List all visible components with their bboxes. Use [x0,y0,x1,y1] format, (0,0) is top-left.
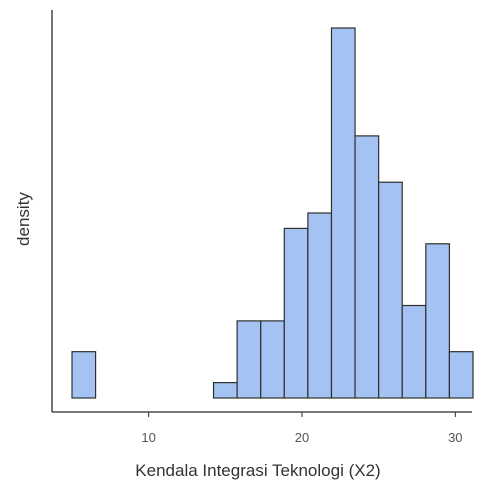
histogram-bar-14 [378,181,403,399]
histogram-bars [71,27,474,399]
x-tick-label-10: 10 [141,430,155,445]
y-axis-title: density [14,192,33,246]
histogram-bar-1 [71,351,97,399]
histogram-bar-13 [354,135,380,399]
x-axis-ticks: 10 20 30 [141,412,463,445]
histogram-bar-10 [283,227,309,399]
x-tick-label-20: 20 [295,430,309,445]
histogram-bar-16 [425,243,451,399]
x-axis-title: Kendala Integrasi Teknologi (X2) [135,461,380,480]
histogram-bar-12 [330,27,356,399]
histogram-bar-8 [236,320,262,399]
histogram-bar-7 [212,382,238,399]
x-tick-label-30: 30 [448,430,462,445]
histogram-bar-9 [260,320,285,399]
histogram-bar-15 [401,304,427,399]
histogram-bar-11 [307,212,333,399]
histogram-bar-17 [448,351,474,399]
